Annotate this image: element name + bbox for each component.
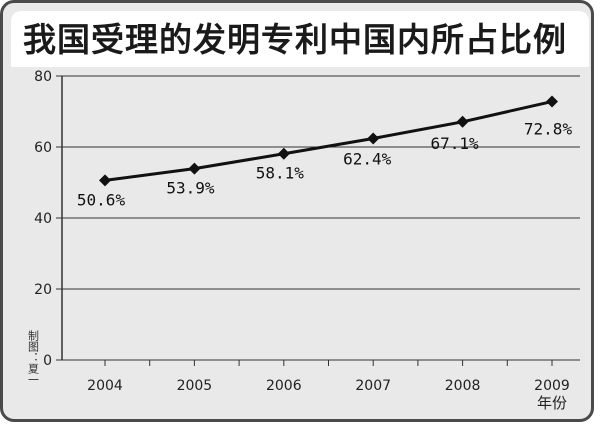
data-label-2004: 50.6% (77, 190, 126, 209)
chart-frame: 我国受理的发明专利中国内所占比例 (0, 0, 594, 422)
data-point-2006 (277, 147, 290, 160)
gridlines (61, 75, 580, 361)
data-label-2007: 62.4% (343, 149, 392, 168)
x-tick-label-2009: 2009 (534, 378, 570, 394)
series-line (104, 100, 553, 182)
data-point-2008 (456, 115, 469, 128)
y-tick-label-20: 20 (34, 282, 52, 298)
y-tick-label-80: 80 (34, 69, 52, 85)
y-tick-label-40: 40 (34, 211, 52, 227)
chart-credit: 制图：夏一 (27, 330, 40, 385)
chart-title: 我国受理的发明专利中国内所占比例 (23, 20, 567, 59)
data-markers (99, 95, 558, 187)
data-label-2006: 58.1% (256, 164, 305, 183)
data-label-2005: 53.9% (166, 179, 215, 198)
data-labels: 50.6% 53.9% 58.1% 62.4% 67.1% 72.8% (77, 120, 573, 210)
data-point-2005 (188, 162, 201, 175)
y-axis-ticks: 0 20 40 60 80 (34, 69, 62, 369)
x-tick-label-2006: 2006 (266, 378, 302, 394)
x-axis-label: 年份 (537, 394, 567, 412)
data-point-2009 (546, 95, 558, 108)
x-tick-label-2008: 2008 (445, 378, 481, 394)
data-label-2009: 72.8% (524, 120, 573, 139)
data-point-2007 (367, 132, 380, 145)
x-tick-label-2004: 2004 (87, 378, 123, 394)
y-tick-label-60: 60 (34, 140, 52, 156)
title-band (11, 11, 589, 67)
data-label-2008: 67.1% (431, 134, 480, 153)
x-tick-label-2007: 2007 (355, 378, 391, 394)
data-point-2004 (99, 174, 111, 187)
x-axis-ticks: 2004 2005 2006 2007 2008 2009 (87, 360, 570, 394)
y-tick-label-0: 0 (43, 353, 52, 369)
x-tick-label-2005: 2005 (177, 378, 213, 394)
